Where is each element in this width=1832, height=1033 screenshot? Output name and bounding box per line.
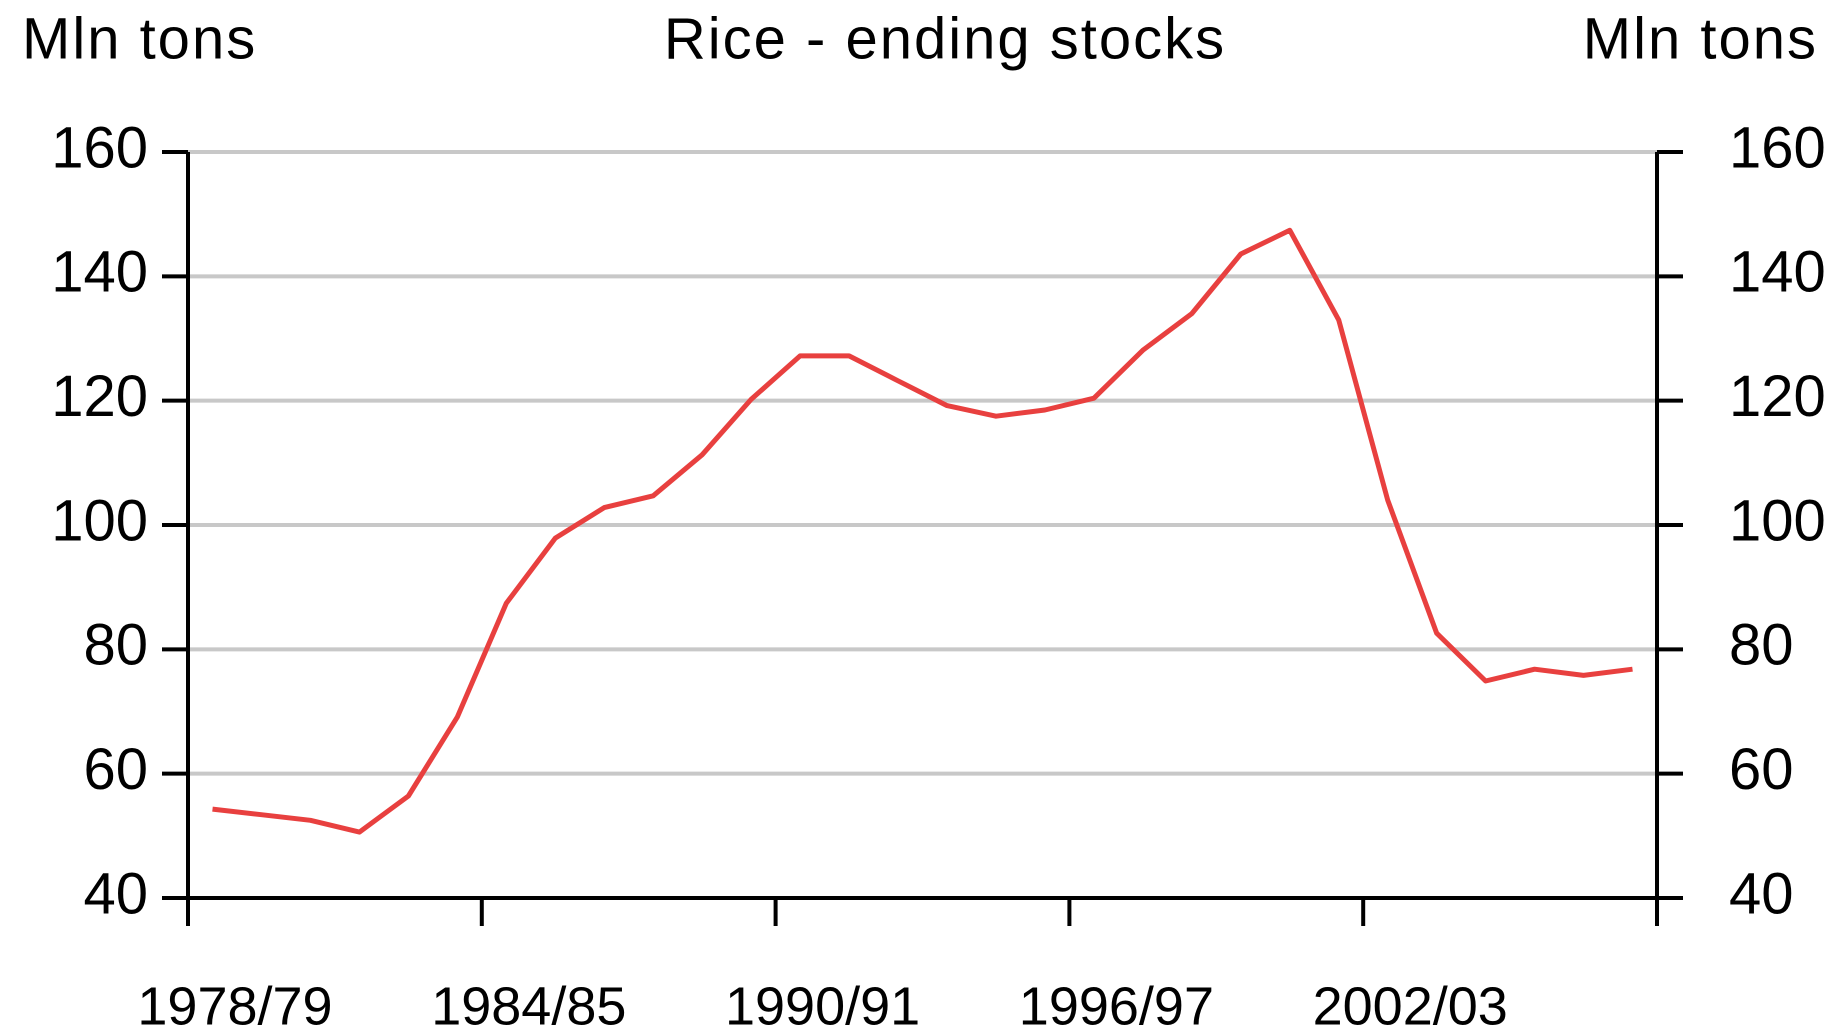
x-tick-label: 1996/97	[1019, 976, 1214, 1033]
y2-tick-label: 40	[1729, 861, 1794, 926]
series-line	[212, 227, 1633, 835]
y-tick-label: 40	[83, 861, 148, 926]
y-tick-label: 80	[83, 613, 148, 678]
x-tick-label: 1978/79	[137, 976, 332, 1033]
y2-tick-label: 80	[1729, 613, 1794, 678]
y-tick-label: 60	[83, 737, 148, 802]
y-axis-label: Mln tons	[22, 6, 257, 71]
chart-title: Rice - ending stocks	[664, 6, 1226, 71]
y-tick-label: 140	[51, 240, 148, 305]
y-tick-label: 100	[51, 488, 148, 553]
y2-axis-label: Mln tons	[1583, 6, 1818, 71]
y2-tick-label: 140	[1729, 240, 1826, 305]
x-tick-label: 2002/03	[1313, 976, 1508, 1033]
x-tick-label: 1984/85	[431, 976, 626, 1033]
y-tick-label: 160	[51, 115, 148, 180]
y2-tick-label: 160	[1729, 115, 1826, 180]
y2-tick-label: 120	[1729, 364, 1826, 429]
x-tick-label: 1990/91	[725, 976, 920, 1033]
y-tick-label: 120	[51, 364, 148, 429]
y2-tick-label: 60	[1729, 737, 1794, 802]
y2-tick-label: 100	[1729, 488, 1826, 553]
